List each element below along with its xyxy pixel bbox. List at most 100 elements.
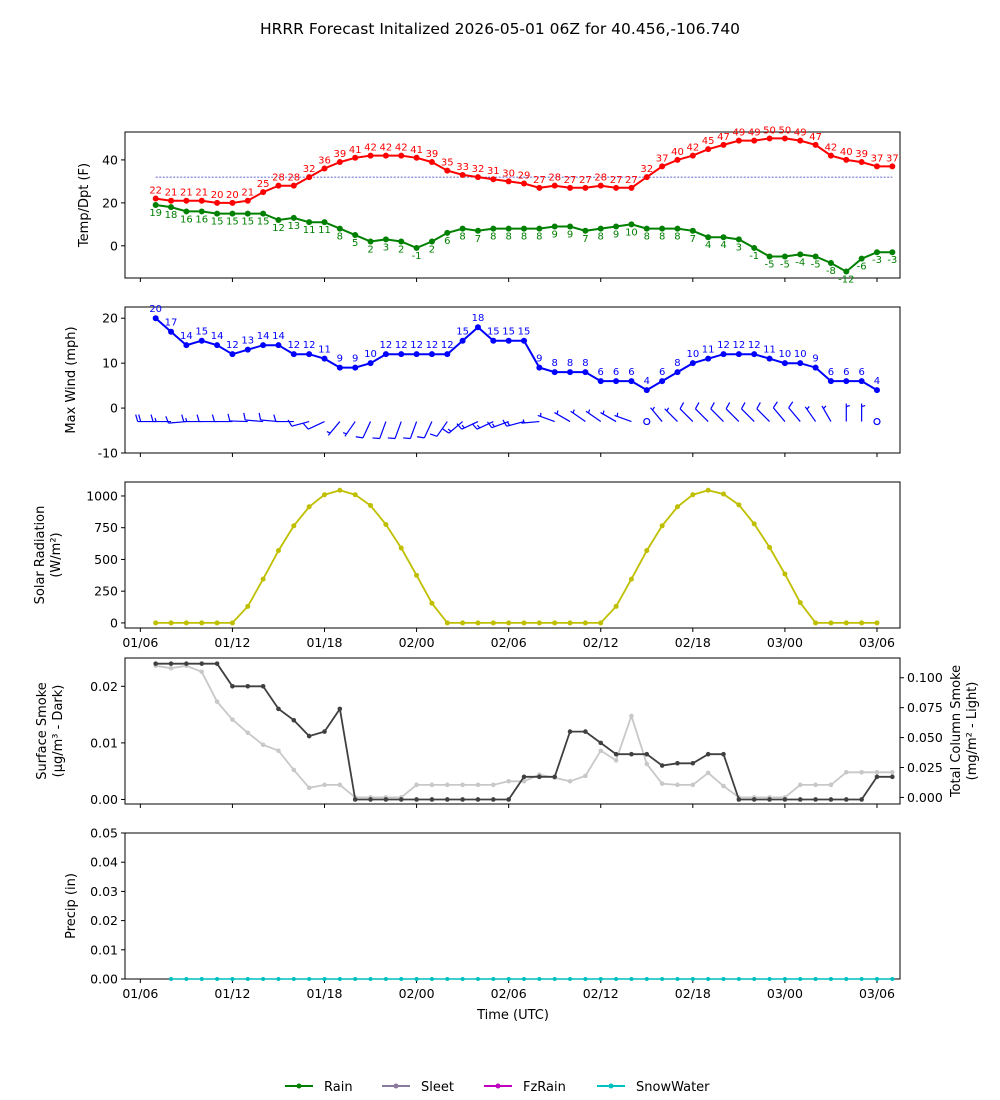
wind-barb — [502, 419, 525, 427]
wind-point — [168, 328, 175, 335]
wind-value-label: 6 — [628, 367, 634, 378]
smoke-dark-point — [276, 706, 281, 712]
wind-barb — [471, 421, 494, 430]
wind-barb-staff — [710, 408, 724, 422]
solar-point — [306, 504, 312, 510]
dewpoint-point — [490, 225, 497, 232]
smoke-dark-point — [583, 729, 588, 734]
smoke-dark-point — [153, 661, 158, 666]
smoke-dark-point — [629, 751, 634, 757]
dewpoint-value-label: 8 — [674, 232, 680, 243]
x-tick-label: 02/00 — [399, 635, 435, 650]
dewpoint-value-label: 8 — [536, 232, 542, 243]
wind-barb-feather — [302, 423, 309, 430]
dewpoint-value-label: 4 — [720, 240, 726, 251]
smoke-light-point — [629, 713, 634, 719]
wind-value-label: 15 — [456, 327, 469, 338]
solar-frame — [124, 481, 901, 629]
temp-point — [751, 137, 758, 144]
smoke-light-point — [429, 782, 435, 788]
smoke-light-point — [214, 699, 220, 704]
dewpoint-value-label: 8 — [644, 232, 650, 243]
temp-point — [705, 146, 712, 153]
dewpoint-point — [735, 236, 742, 243]
wind-value-label: 12 — [732, 340, 745, 351]
wind-barb-feather — [372, 437, 380, 440]
temp-point — [797, 137, 804, 144]
wind-point — [536, 364, 543, 371]
wind-value-label: 6 — [598, 367, 604, 378]
temp-point — [352, 154, 359, 161]
smoke-dark-point — [398, 797, 404, 802]
y-tick-label: 10 — [102, 356, 118, 371]
wind-barb-feather — [243, 412, 246, 421]
smoke-light-point — [276, 748, 281, 754]
wind-point — [597, 378, 604, 385]
smoke-light-point — [291, 767, 297, 773]
dewpoint-point — [183, 208, 190, 215]
temp-point — [582, 184, 589, 191]
smoke-dark-point — [797, 797, 803, 802]
wind-value-label: 17 — [165, 318, 178, 329]
wind-value-label: 12 — [410, 340, 423, 351]
wind-value-label: 11 — [763, 345, 776, 356]
wind-barb-staff — [423, 421, 433, 439]
y-axis-label: Solar Radiation — [33, 506, 48, 605]
smoke-light-point — [506, 778, 511, 784]
smoke-light-point — [675, 782, 680, 788]
solar-point — [874, 620, 880, 626]
smoke-light-point — [659, 781, 665, 786]
snowwater-point — [782, 977, 787, 981]
wind-point — [720, 351, 727, 358]
y-axis-label: Max Wind (mph) — [64, 326, 79, 433]
x-tick-label: 01/06 — [122, 635, 158, 650]
solar-point — [644, 548, 650, 554]
wind-barb-feather — [429, 433, 438, 437]
temp-point — [628, 184, 635, 191]
x-tick-label: 03/00 — [767, 986, 803, 1001]
dewpoint-point — [781, 253, 788, 260]
smoke-light-point — [491, 782, 496, 788]
dewpoint-point — [505, 225, 512, 232]
dewpoint-value-label: 13 — [287, 221, 300, 232]
smoke-dark-point — [337, 706, 343, 712]
snowwater-point — [721, 977, 726, 981]
dewpoint-value-label: 12 — [272, 223, 285, 234]
wind-point — [843, 378, 850, 385]
temp-point — [413, 154, 420, 161]
wind-barb-staff — [491, 420, 509, 429]
wind-barb-half-feather — [556, 410, 559, 415]
wind-barb — [585, 409, 602, 423]
temperature-frame — [124, 131, 901, 279]
wind-barb — [821, 405, 832, 422]
y-tick-label: 20 — [102, 195, 118, 210]
wind-barb-feather — [150, 414, 154, 422]
snowwater-point — [230, 977, 235, 981]
dewpoint-point — [674, 225, 681, 232]
temp-point — [843, 156, 850, 163]
y-tick-label: 0 — [110, 615, 118, 630]
smoke-panel: 0.00 0.01 0.02 0.000 0.025 0.050 0.075 0.100 Sur… — [35, 657, 980, 808]
dewpoint-point — [689, 227, 696, 234]
wind-value-label: 12 — [426, 340, 439, 351]
y-tick-label-right: 0.050 — [907, 730, 943, 745]
dewpoint-value-label: 2 — [367, 245, 373, 256]
wind-barb-staff — [772, 407, 786, 422]
wind-barb-feather — [403, 437, 411, 440]
temp-value-label: 30 — [502, 168, 515, 179]
temp-value-label: 32 — [472, 164, 485, 175]
smoke-frame — [124, 657, 901, 805]
solar-point — [843, 620, 849, 626]
temp-value-label: 29 — [518, 171, 531, 182]
solar-point — [536, 620, 542, 626]
smoke-dark-point — [537, 774, 542, 780]
y-axis-label-right-units: (mg/m² - Light) — [965, 682, 980, 781]
wind-point — [582, 369, 589, 376]
smoke-light-point — [613, 758, 619, 763]
wind-barb — [554, 410, 571, 423]
wind-barb — [537, 412, 555, 423]
wind-value-label: 10 — [779, 349, 792, 360]
y-tick-label-right: 0.025 — [907, 760, 943, 775]
wind-barb — [211, 414, 233, 423]
